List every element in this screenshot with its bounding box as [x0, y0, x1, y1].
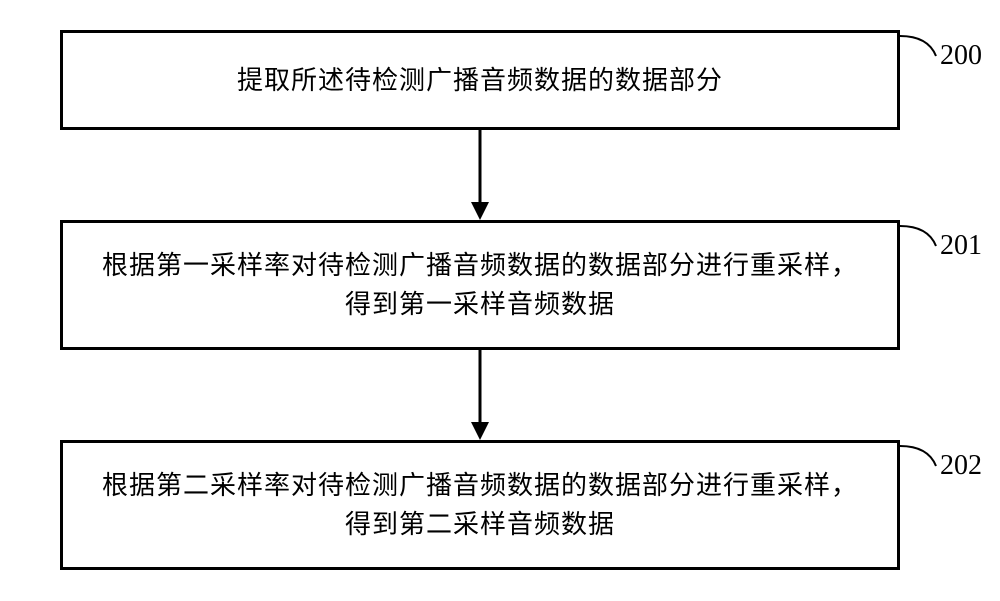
flow-step-202-label: 202 — [940, 450, 982, 482]
callout-curve-202 — [0, 0, 1000, 601]
